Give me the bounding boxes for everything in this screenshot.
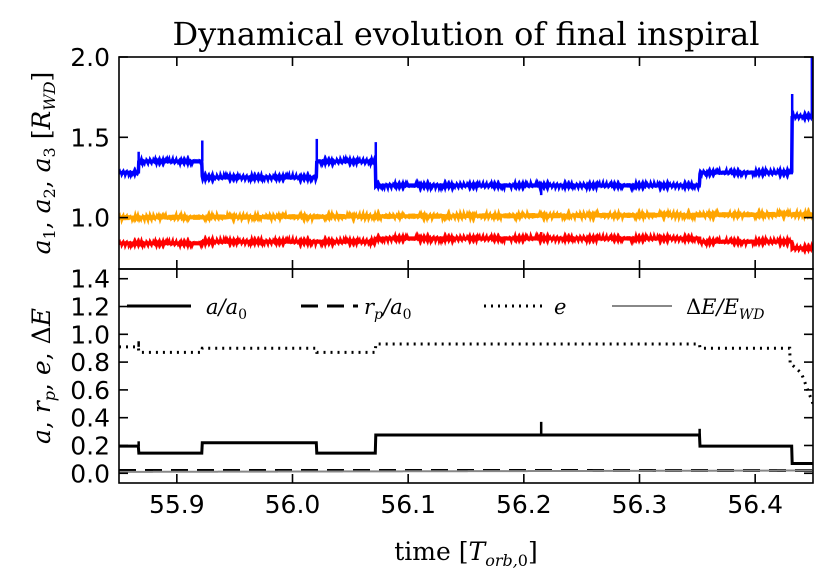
- xtick-label: 56.4: [727, 490, 783, 519]
- ytick-label: 0.4: [70, 404, 110, 433]
- xtick-label: 55.9: [149, 490, 205, 519]
- svg-text:a/a0: a/a0: [206, 295, 247, 323]
- line-a3: [119, 230, 813, 256]
- top-ylabel: a1, a2, a3 [RWD]: [27, 72, 59, 255]
- series-a1: [119, 57, 813, 196]
- bottom-panel-series: [119, 341, 813, 473]
- series-e: [119, 341, 813, 405]
- line-e: [119, 342, 813, 405]
- chart-title: Dynamical evolution of final inspiral: [173, 15, 760, 53]
- ytick-label: 1.0: [70, 204, 110, 233]
- legend: a/a0 rp/a0 e ΔE/EWD: [127, 295, 765, 323]
- legend-entry-dE: ΔE/EWD: [612, 295, 765, 323]
- bottom-panel-ticks: 0.00.20.40.60.81.01.21.4 55.9 56.0 56.1 56.2…: [70, 265, 813, 519]
- series-a2: [119, 206, 813, 226]
- ytick-label: 0.2: [70, 431, 110, 460]
- bottom-ylabel: a, rp, e, ΔE: [27, 308, 59, 444]
- legend-entry-rp: rp/a0: [301, 295, 412, 323]
- line-a1: [119, 109, 813, 194]
- ytick-label: 1.2: [70, 293, 110, 322]
- xtick-label: 56.2: [496, 490, 552, 519]
- xtick-label: 56.0: [265, 490, 321, 519]
- line--e-e-wd: [119, 469, 813, 473]
- top-panel-ticks: 1.0 1.5 2.0: [70, 43, 813, 269]
- legend-entry-a: a/a0: [127, 295, 247, 323]
- ytick-label: 0.8: [70, 348, 110, 377]
- ytick-label: 0.0: [70, 459, 110, 488]
- ytick-label: 1.5: [70, 123, 110, 152]
- series--e-e-wd: [119, 469, 813, 473]
- legend-entry-e: e: [484, 295, 566, 319]
- svg-text:e: e: [554, 295, 566, 319]
- xtick-label: 56.3: [612, 490, 668, 519]
- line-a-a0: [119, 433, 813, 466]
- ytick-label: 2.0: [70, 43, 110, 72]
- ytick-label: 0.6: [70, 376, 110, 405]
- bottom-panel-frame: [118, 268, 814, 484]
- line-a2: [119, 206, 813, 226]
- xlabel: time [Torb,0]: [394, 537, 538, 570]
- svg-text:ΔE/EWD: ΔE/EWD: [686, 295, 765, 323]
- svg-text:rp/a0: rp/a0: [364, 295, 412, 323]
- series-a-a0: [119, 421, 813, 466]
- ytick-label: 1.0: [70, 320, 110, 349]
- ytick-label: 1.4: [70, 265, 110, 294]
- xtick-label: 56.1: [380, 490, 436, 519]
- series-a3: [119, 230, 813, 256]
- top-panel-series: [119, 57, 813, 256]
